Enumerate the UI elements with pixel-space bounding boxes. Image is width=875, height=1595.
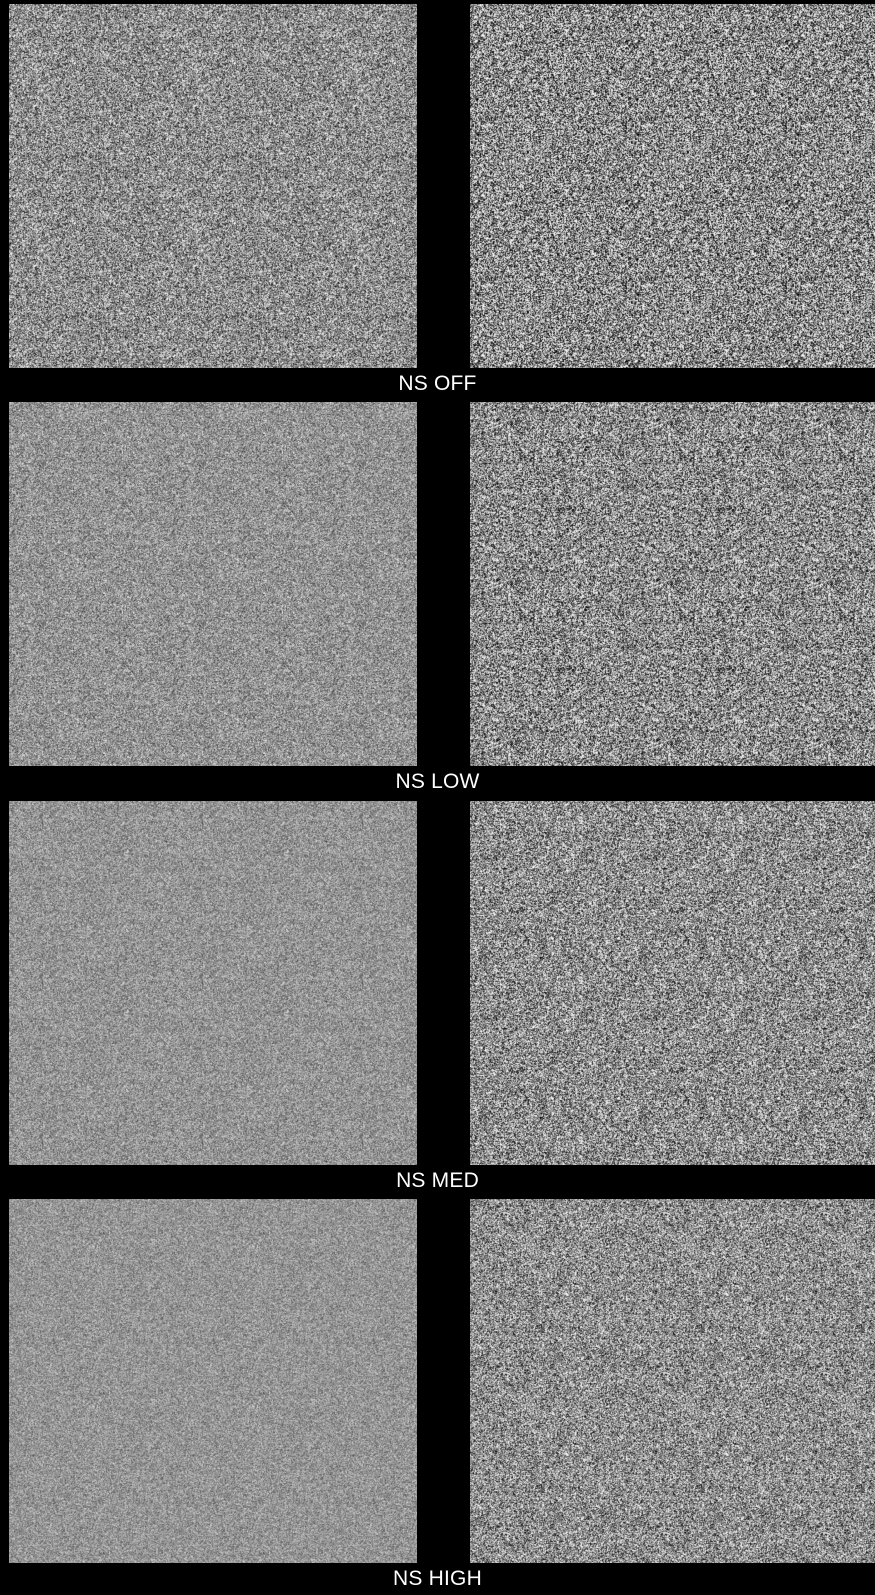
setting-label: NS MED — [396, 1169, 479, 1192]
noise-sample-left — [9, 1199, 417, 1563]
noise-sample-left — [9, 4, 417, 368]
setting-label: NS OFF — [398, 372, 477, 395]
setting-label: NS HIGH — [393, 1567, 482, 1590]
noise-sample-right — [470, 402, 875, 766]
comparison-row-ns-med: NS MED — [0, 797, 875, 1195]
comparison-row-ns-off: NS OFF — [0, 0, 875, 398]
comparison-row-ns-high: NS HIGH — [0, 1195, 875, 1593]
noise-sample-right — [470, 801, 875, 1165]
noise-sample-right — [470, 1199, 875, 1563]
noise-sample-right — [470, 4, 875, 368]
setting-label: NS LOW — [395, 770, 480, 793]
noise-sample-left — [9, 801, 417, 1165]
comparison-row-ns-low: NS LOW — [0, 398, 875, 796]
noise-sample-left — [9, 402, 417, 766]
